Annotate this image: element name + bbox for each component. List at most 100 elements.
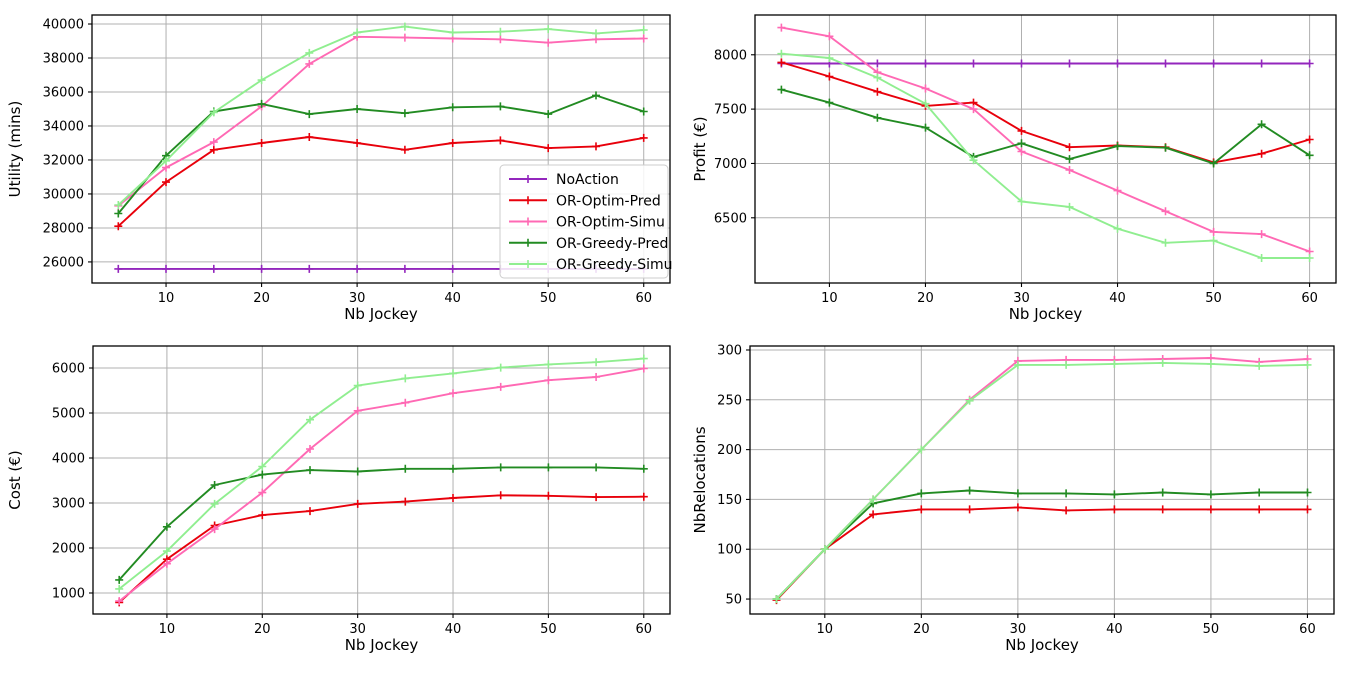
y-axis-label: NbRelocations [691, 426, 709, 533]
x-tick-label: 50 [1205, 291, 1222, 306]
series-markers-OR-Greedy-Pred [772, 486, 1312, 604]
series-line-OR-Greedy-Simu [781, 52, 1310, 259]
series-markers-OR-Greedy-Simu [115, 354, 648, 593]
y-tick-label: 200 [717, 443, 742, 458]
series-line-OR-Greedy-Simu [118, 357, 644, 590]
y-axis-label: Profit (€) [691, 116, 709, 181]
series-line-OR-Optim-Pred [775, 506, 1308, 601]
y-tick-label: 3000 [52, 496, 85, 511]
legend-entry: NoAction [509, 172, 619, 188]
x-tick-label: 50 [540, 622, 557, 637]
y-tick-label: 300 [717, 343, 742, 358]
y-tick-label: 6000 [52, 362, 85, 377]
series-line-OR-Optim-Pred [117, 136, 644, 227]
series-line-OR-Optim-Simu [781, 26, 1310, 253]
x-tick-label: 10 [817, 622, 834, 637]
y-tick-label: 6500 [714, 211, 747, 226]
series-line-OR-Greedy-Pred [781, 88, 1311, 165]
x-tick-label: 30 [349, 622, 366, 637]
x-tick-label: 20 [917, 291, 934, 306]
y-tick-label: 4000 [52, 451, 85, 466]
x-tick-label: 30 [1013, 291, 1030, 306]
x-axis-label: Nb Jockey [345, 636, 419, 654]
x-tick-label: 50 [540, 291, 557, 306]
x-tick-label: 30 [349, 291, 366, 306]
y-tick-label: 150 [717, 493, 742, 508]
y-tick-label: 32000 [43, 153, 84, 168]
series-line-OR-Greedy-Pred [118, 466, 644, 581]
series-line-OR-Greedy-Pred [117, 94, 645, 215]
legend-label: OR-Greedy-Simu [556, 257, 673, 273]
legend-marker [524, 260, 532, 268]
legend-label: NoAction [556, 172, 619, 188]
legend-entry: OR-Greedy-Pred [509, 236, 668, 252]
series-line-OR-Greedy-Pred [775, 489, 1308, 600]
y-axis-label: Utility (mins) [6, 101, 24, 198]
series-markers-OR-Greedy-Simu [777, 49, 1314, 262]
legend: NoAction OR-Optim-Pred OR-Optim-Simu OR-Gre… [499, 164, 673, 279]
series-markers-OR-Greedy-Simu [114, 22, 648, 209]
plot-svg: 10 20 30 40 50 60 6500 7000 7500 8000 Nb Jockey Pro… [691, 14, 1337, 323]
plot-svg: NoAction OR-Optim-Pred OR-Optim-Simu OR-Gre… [6, 14, 673, 323]
series-markers-OR-Optim-Simu [777, 23, 1314, 256]
axes-frame [92, 345, 671, 615]
series-markers-OR-Optim-Simu [772, 354, 1312, 604]
x-tick-label: 40 [444, 291, 461, 306]
series-line-OR-Optim-Pred [118, 494, 644, 604]
x-tick-label: 60 [635, 291, 652, 306]
x-tick-label: 60 [1301, 291, 1318, 306]
legend-marker [524, 238, 532, 247]
y-tick-label: 100 [717, 543, 742, 558]
x-tick-label: 60 [1299, 622, 1316, 637]
legend-box [499, 164, 669, 279]
axes-frame [91, 14, 671, 284]
legend-marker [524, 196, 532, 205]
series-markers-OR-Greedy-Pred [115, 463, 648, 584]
legend-entry: OR-Greedy-Simu [509, 257, 673, 273]
x-tick-label: 20 [253, 291, 270, 306]
y-tick-label: 40000 [43, 18, 84, 33]
y-tick-label: 30000 [43, 187, 84, 202]
legend-label: OR-Greedy-Pred [556, 236, 668, 252]
x-axis-label: Nb Jockey [1005, 636, 1079, 654]
legend-entry: OR-Optim-Simu [509, 215, 665, 231]
legend-marker [524, 175, 532, 183]
plot-svg: 10 20 30 40 50 60 50 100 150 200 250 300 Nb Jockey Nb… [691, 343, 1335, 654]
y-tick-label: 5000 [52, 407, 85, 422]
x-tick-label: 40 [445, 622, 462, 637]
series-markers-OR-Optim-Pred [114, 133, 648, 231]
x-tick-label: 30 [1010, 622, 1027, 637]
legend-marker [524, 217, 532, 226]
axes-frame [754, 14, 1337, 284]
series-line-OR-Optim-Simu [775, 357, 1308, 600]
x-tick-label: 20 [913, 622, 930, 637]
y-tick-label: 36000 [43, 85, 84, 100]
chart-utility: NoAction OR-Optim-Pred OR-Optim-Simu OR-Gre… [0, 0, 675, 337]
y-tick-label: 50 [725, 593, 742, 608]
y-tick-label: 38000 [43, 51, 84, 66]
legend-entry: OR-Optim-Pred [509, 193, 661, 209]
chart-profit: 10 20 30 40 50 60 6500 7000 7500 8000 Nb Jockey Pro… [675, 0, 1350, 337]
y-tick-label: 8000 [714, 48, 747, 63]
axes-frame [749, 345, 1335, 615]
legend-label: OR-Optim-Pred [556, 193, 661, 209]
x-tick-label: 60 [635, 622, 652, 637]
y-tick-label: 7500 [714, 103, 747, 118]
x-axis-label: Nb Jockey [1009, 305, 1083, 323]
series-line-OR-Optim-Simu [117, 35, 644, 207]
y-tick-label: 28000 [43, 221, 84, 236]
y-axis-label: Cost (€) [6, 450, 24, 509]
plot-svg: 10 20 30 40 50 60 1000 2000 3000 4000 5000 6000 Nb J… [6, 345, 671, 654]
series-line-OR-Optim-Pred [781, 61, 1310, 164]
series-markers-OR-Optim-Simu [115, 364, 648, 606]
y-tick-label: 250 [717, 393, 742, 408]
y-tick-label: 34000 [43, 119, 84, 134]
x-tick-label: 10 [821, 291, 838, 306]
y-tick-label: 26000 [43, 255, 84, 270]
series-markers-OR-Greedy-Pred [777, 85, 1314, 168]
chart-nbrelocations: 10 20 30 40 50 60 50 100 150 200 250 300 Nb Jockey Nb… [675, 337, 1350, 675]
y-tick-label: 2000 [52, 541, 85, 556]
x-tick-label: 10 [158, 291, 175, 306]
chart-cost: 10 20 30 40 50 60 1000 2000 3000 4000 5000 6000 Nb J… [0, 337, 675, 675]
